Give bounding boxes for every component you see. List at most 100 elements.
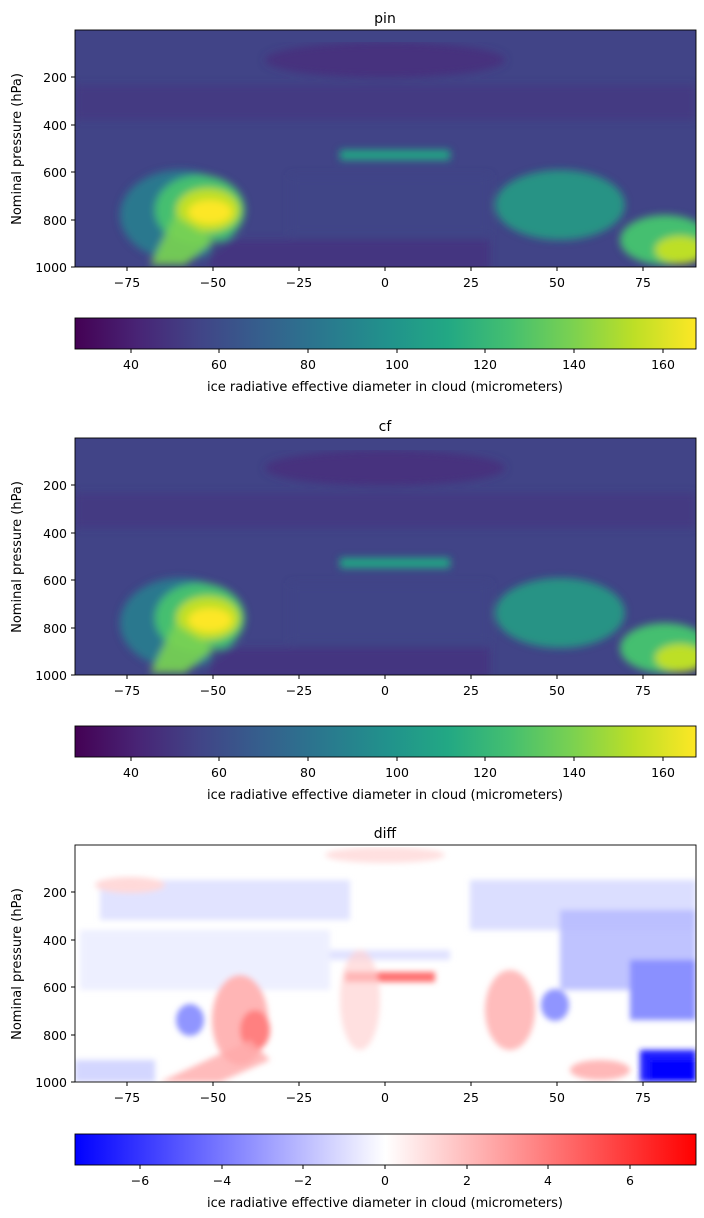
colorbar-tick-label: 6: [626, 1173, 634, 1188]
y-tick-label: 800: [43, 213, 67, 228]
colorbar-tick: 140: [562, 757, 586, 780]
colorbar-tick-label: 160: [651, 357, 675, 372]
x-tick-label: 0: [381, 1090, 389, 1105]
colorbar-tick-label: 140: [562, 765, 586, 780]
colorbar-tick-label: 40: [123, 357, 139, 372]
y-tick-label: 800: [43, 621, 67, 636]
colorbar-tick-label: −6: [131, 1173, 149, 1188]
y-tick-200: 200: [43, 478, 75, 493]
x-tick-label: −50: [200, 683, 226, 698]
x-tick: 25: [463, 1082, 479, 1105]
y-axis: 200 400 600 800 1000 Nominal pressure (h…: [10, 885, 75, 1090]
colorbar-tick-label: 0: [381, 1173, 389, 1188]
heatmap-field: [75, 845, 696, 1082]
y-tick-label: 800: [43, 1028, 67, 1043]
colorbar-gradient: [74, 725, 697, 758]
colorbar-tick-label: 4: [544, 1173, 552, 1188]
y-tick-label: 400: [43, 118, 67, 133]
colorbar: −6 −4 −2 0 2 4 6 ice radiative effective…: [74, 1133, 697, 1211]
x-tick-label: −25: [286, 683, 312, 698]
x-tick: −25: [286, 1082, 312, 1105]
x-tick: 75: [635, 1082, 651, 1105]
y-axis-label: Nominal pressure (hPa): [10, 481, 25, 633]
colorbar-tick-label: 80: [300, 765, 316, 780]
heatmap-panel-cf: cf 200 400 600 800: [10, 419, 697, 803]
y-tick-1000: 1000: [35, 668, 75, 683]
colorbar-tick: −4: [213, 1165, 231, 1188]
colorbar-tick-label: 120: [473, 765, 497, 780]
colorbar-tick: 40: [123, 349, 139, 372]
x-tick-label: 25: [463, 275, 479, 290]
colorbar-tick: −6: [131, 1165, 149, 1188]
y-tick-label: 1000: [35, 260, 67, 275]
colorbar-tick-label: 80: [300, 357, 316, 372]
colorbar-tick-label: 160: [651, 765, 675, 780]
colorbar-tick: 160: [651, 349, 675, 372]
x-tick-label: 75: [635, 683, 651, 698]
colorbar-tick: 6: [626, 1165, 634, 1188]
y-tick-400: 400: [43, 526, 75, 541]
x-tick-label: 25: [463, 683, 479, 698]
colorbar-tick: −2: [294, 1165, 312, 1188]
x-tick-label: 50: [549, 275, 565, 290]
y-tick-200: 200: [43, 70, 75, 85]
x-tick-label: −75: [114, 275, 140, 290]
x-tick: −75: [114, 1082, 140, 1105]
colorbar-tick: 4: [544, 1165, 552, 1188]
y-tick-600: 600: [43, 165, 75, 180]
y-tick-label: 200: [43, 70, 67, 85]
y-tick-1000: 1000: [35, 260, 75, 275]
y-tick-label: 600: [43, 165, 67, 180]
colorbar: 40 60 80 100 120 140 160 ice radiative e…: [74, 317, 697, 395]
y-tick-800: 800: [43, 213, 75, 228]
x-tick: 0: [381, 267, 389, 290]
x-tick-label: −25: [286, 1090, 312, 1105]
colorbar-tick-label: 2: [463, 1173, 471, 1188]
colorbar-label: ice radiative effective diameter in clou…: [207, 788, 563, 803]
x-tick: −50: [200, 267, 226, 290]
colorbar-label: ice radiative effective diameter in clou…: [207, 380, 563, 395]
y-tick-label: 400: [43, 526, 67, 541]
heatmap-panel-pin: pin 200 400 600 80: [10, 11, 697, 395]
colorbar-tick-label: 40: [123, 765, 139, 780]
x-tick-label: −75: [114, 1090, 140, 1105]
colorbar-tick-label: 100: [385, 357, 409, 372]
panel-title: cf: [379, 419, 393, 435]
heatmap-panel-diff: diff: [10, 826, 697, 1211]
colorbar-tick-label: 60: [211, 765, 227, 780]
colorbar-tick: 2: [463, 1165, 471, 1188]
colorbar-tick: 0: [381, 1165, 389, 1188]
x-tick: 0: [381, 675, 389, 698]
x-tick: 25: [463, 267, 479, 290]
colorbar-tick: 140: [562, 349, 586, 372]
y-tick-label: 400: [43, 933, 67, 948]
colorbar-tick-label: 100: [385, 765, 409, 780]
y-tick-200: 200: [43, 885, 75, 900]
colorbar-tick: 100: [385, 349, 409, 372]
x-tick: −25: [286, 675, 312, 698]
heatmap-field: [75, 30, 696, 267]
y-tick-600: 600: [43, 573, 75, 588]
colorbar-tick: 80: [300, 757, 316, 780]
y-tick-label: 600: [43, 573, 67, 588]
x-tick-label: −25: [286, 275, 312, 290]
colorbar-tick-label: 140: [562, 357, 586, 372]
x-tick-label: 25: [463, 1090, 479, 1105]
y-axis: 200 400 600 800 1000 Nominal pressure (h…: [10, 478, 75, 683]
colorbar-gradient: [74, 1133, 697, 1166]
x-tick: 25: [463, 675, 479, 698]
y-tick-400: 400: [43, 933, 75, 948]
colorbar-tick: 160: [651, 757, 675, 780]
panel-title: pin: [374, 11, 396, 27]
y-tick-400: 400: [43, 118, 75, 133]
x-tick: 50: [549, 1082, 565, 1105]
x-tick: 75: [635, 675, 651, 698]
y-axis-label: Nominal pressure (hPa): [10, 73, 25, 225]
y-tick-800: 800: [43, 1028, 75, 1043]
colorbar-tick: 80: [300, 349, 316, 372]
colorbar-tick-label: −2: [294, 1173, 312, 1188]
x-tick: −50: [200, 1082, 226, 1105]
colorbar-tick: 60: [211, 757, 227, 780]
y-tick-label: 1000: [35, 668, 67, 683]
